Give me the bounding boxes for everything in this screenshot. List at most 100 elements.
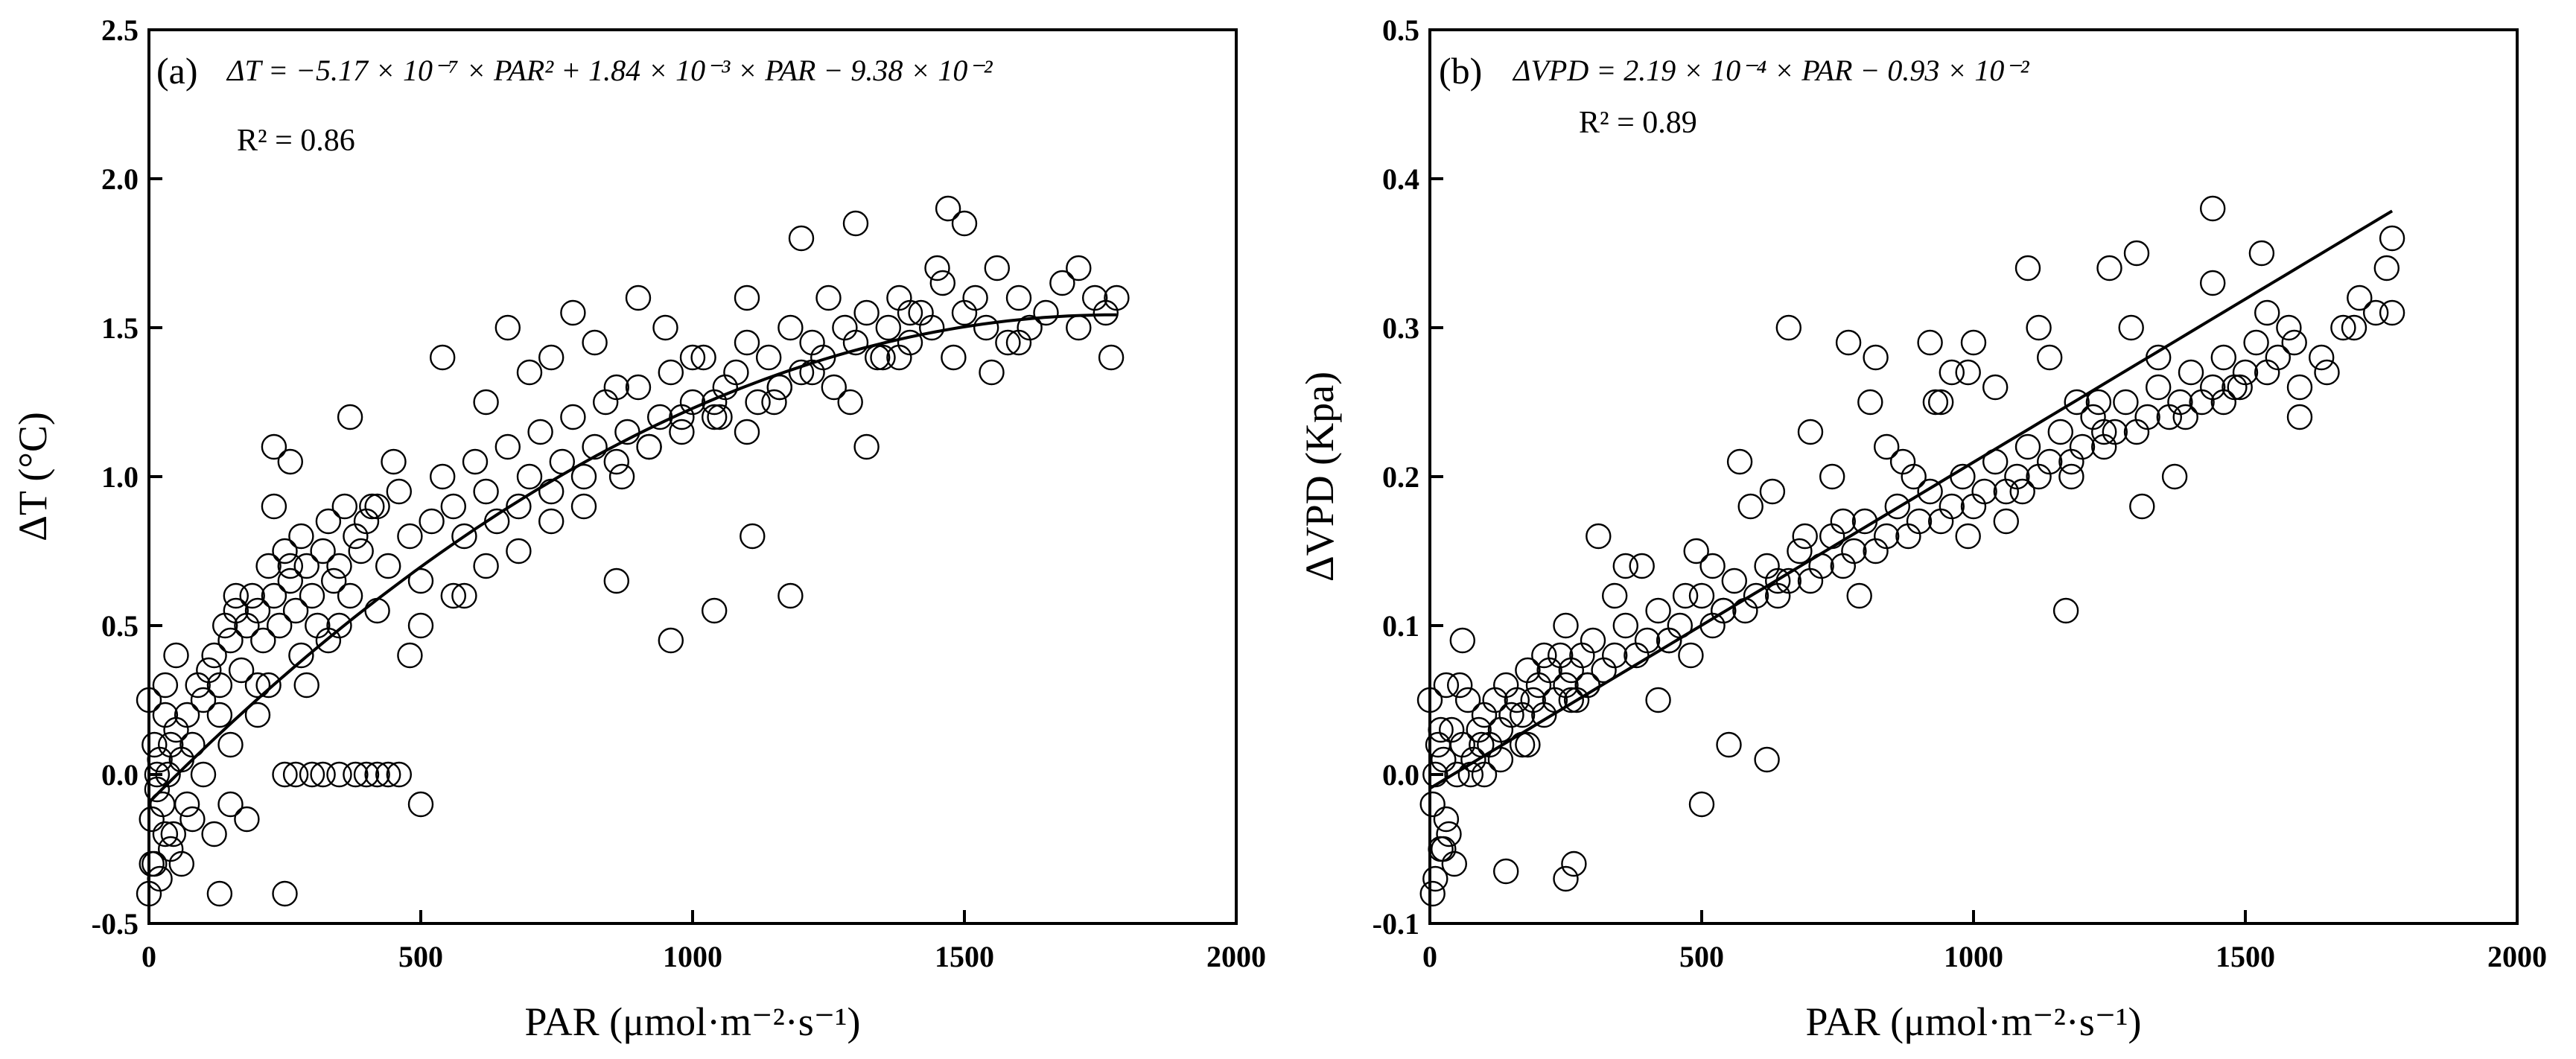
panel-a-point	[152, 821, 179, 847]
panel-a-point	[815, 284, 842, 311]
panel-a-point	[560, 299, 586, 326]
panel-b-point	[1446, 672, 1473, 699]
panel-b-point	[1444, 761, 1470, 788]
panel-a-x-tick-label: 1500	[935, 940, 994, 973]
panel-a-point	[277, 448, 303, 475]
panel-b-point	[1982, 374, 2009, 401]
panel-a-point	[842, 329, 869, 356]
panel-b-point	[1416, 687, 1443, 713]
panel-a-point	[516, 463, 543, 490]
panel-a-y-tick-label: 2.0	[101, 162, 139, 196]
panel-b-y-tick-label: 0.1	[1382, 609, 1419, 643]
panel-b-point	[1441, 850, 1468, 877]
panel-b-point	[1419, 791, 1446, 818]
panel-a-point	[299, 582, 325, 609]
panel-b-y-tick-label: 0.2	[1382, 460, 1419, 494]
panel-a-point	[777, 582, 804, 609]
panel-a-point	[652, 314, 678, 341]
panel-a-point	[272, 880, 298, 907]
panel-a-point	[538, 344, 565, 371]
panel-a: 0 500 1000 1500 2000 -0.50.00.51.01.52.02.5 …	[10, 13, 1266, 1044]
panel-b-point	[2199, 195, 2226, 222]
panel-b-point	[2167, 389, 2193, 416]
panel-b-r2: R² = 0.89	[1579, 106, 1697, 140]
panel-b-point	[1792, 523, 1818, 550]
panel-a-point	[707, 404, 733, 430]
panel-b-scatter-points	[1416, 195, 2405, 907]
panel-b-point	[2026, 314, 2052, 341]
panel-b-x-tick-label: 1000	[1944, 940, 2003, 973]
panel-b-point	[1634, 627, 1661, 654]
panel-a-point	[1049, 270, 1075, 296]
panel-a-point	[228, 657, 255, 684]
panel-b-point	[2047, 419, 2074, 445]
panel-a-point	[364, 597, 390, 624]
panel-b-point	[2123, 240, 2150, 267]
panel-a-x-tick-label: 2000	[1206, 940, 1266, 973]
panel-a-point	[494, 314, 521, 341]
panel-a-point	[244, 597, 271, 624]
panel-b-point	[2265, 344, 2292, 371]
panel-b-point	[2373, 255, 2400, 282]
panel-a-point	[407, 567, 434, 594]
panel-b-x-tick-label: 0	[1422, 940, 1437, 973]
panel-b-point	[2113, 389, 2139, 416]
panel-b-point	[2347, 284, 2373, 311]
panel-a-point	[293, 553, 319, 579]
panel-b-x-tick-label: 2000	[2487, 940, 2547, 973]
panel-b-point	[1504, 687, 1530, 713]
panel-b-point	[1580, 627, 1606, 654]
panel-b-point	[2052, 597, 2079, 624]
panel-a-point	[201, 821, 227, 847]
panel-b-point	[2129, 493, 2155, 520]
panel-b-point	[1645, 597, 1671, 624]
panel-a-point	[348, 538, 374, 565]
panel-a-point	[973, 314, 999, 341]
panel-a-x-axis-label: PAR (μmol·m⁻²·s⁻¹)	[525, 999, 861, 1044]
panel-b-point	[1737, 493, 1764, 520]
panel-b-point	[1873, 433, 1900, 460]
panel-b-point	[2210, 344, 2237, 371]
panel-a-point	[837, 389, 863, 416]
panel-a-point	[1066, 255, 1092, 282]
panel-b-point	[2286, 404, 2313, 430]
panel-b-point	[2379, 299, 2405, 326]
panel-b-point	[2178, 359, 2204, 386]
panel-a-point	[734, 329, 760, 356]
panel-b-point	[1927, 389, 1954, 416]
panel-b-point	[2227, 374, 2253, 401]
panel-a-point	[397, 642, 423, 669]
panel-a-point	[386, 478, 412, 505]
panel-b-point	[1419, 880, 1446, 907]
panel-a-point	[853, 299, 880, 326]
panel-a-point	[310, 761, 336, 788]
panel-a-point	[430, 463, 456, 490]
panel-b-point	[1436, 821, 1462, 847]
panel-b-point	[1846, 582, 1872, 609]
panel-a-point	[206, 702, 233, 728]
panel-b-point	[2085, 389, 2112, 416]
panel-b-point	[2009, 478, 2035, 505]
panel-a-point	[924, 255, 950, 282]
panel-a-x-tick-label: 500	[398, 940, 443, 973]
panel-a-point	[603, 448, 629, 475]
panel-a-plot-frame	[147, 28, 1238, 925]
panel-b-point	[1645, 687, 1671, 713]
panel-a-point	[201, 642, 227, 669]
panel-a-point	[353, 761, 380, 788]
panel-a-point	[527, 419, 553, 445]
panel-b-point	[1857, 389, 1883, 416]
panel-b-point	[1939, 493, 1965, 520]
panel-b-point	[2172, 404, 2198, 430]
panel-a-point	[935, 195, 961, 222]
panel-a-point	[282, 597, 309, 624]
panel-a-point	[603, 567, 629, 594]
panel-a-point	[419, 508, 445, 535]
panel-a-point	[206, 880, 233, 907]
panel-b-point	[1819, 463, 1845, 490]
panel-b-point	[1498, 702, 1524, 728]
panel-a-point	[723, 359, 749, 386]
panel-a-point	[223, 582, 249, 609]
panel-a-point	[473, 553, 499, 579]
